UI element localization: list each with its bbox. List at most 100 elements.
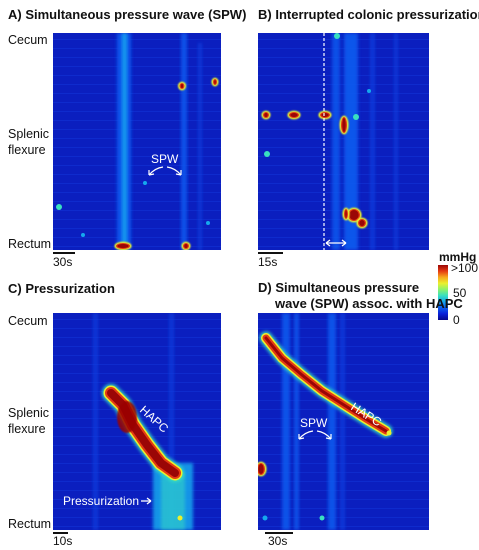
- panel-c-scale-bar: [53, 532, 68, 534]
- panel-b-spot: [353, 114, 359, 120]
- panel-a-background: [53, 33, 221, 250]
- panel-c-spot: [177, 515, 183, 521]
- panel-a-sensor-row: [53, 219, 221, 220]
- panel-a-sensor-row: [53, 192, 221, 193]
- panel-a-cecum-label: Cecum: [8, 33, 48, 47]
- panel-d-spot: [319, 515, 325, 521]
- panel-b-sensor-row: [258, 39, 429, 40]
- panel-b-spot: [367, 89, 371, 93]
- panel-a-sensor-row: [53, 183, 221, 184]
- panel-a-sensor-row: [53, 66, 221, 67]
- panel-d-spot: [262, 515, 268, 521]
- panel-a-spot: [81, 233, 85, 237]
- panel-a-sensor-row: [53, 201, 221, 202]
- panel-c-sensor-row: [53, 472, 221, 473]
- panel-d-spw-band-4: [340, 313, 345, 530]
- panel-a-heatmap: SPW: [53, 33, 221, 250]
- panel-a-spw-arrowhead-left: [148, 170, 155, 176]
- panel-d-spot: [386, 430, 392, 436]
- panel-b-sensor-row: [258, 48, 429, 49]
- panel-b-blob-peak: [359, 220, 365, 226]
- panel-b-spot: [334, 33, 340, 39]
- panel-c-splenic-label: Splenic: [8, 406, 49, 420]
- panel-c-pressurization-arrowhead: [146, 497, 152, 505]
- panel-d-spw-arrow-right: [316, 430, 332, 440]
- panel-b-sensor-row: [258, 138, 429, 139]
- panel-c-sensor-row: [53, 346, 221, 347]
- panel-b-sensor-row: [258, 183, 429, 184]
- panel-c-sensor-row: [53, 499, 221, 500]
- panel-c-sensor-row: [53, 526, 221, 527]
- panel-c-sensor-row: [53, 409, 221, 410]
- panel-c-sensor-row: [53, 400, 221, 401]
- colorbar: [438, 265, 448, 320]
- panel-b-sensor-row: [258, 102, 429, 103]
- panel-b-sensor-row: [258, 246, 429, 247]
- panel-c-sensor-row: [53, 463, 221, 464]
- panel-a-title: A) Simultaneous pressure wave (SPW): [8, 7, 247, 22]
- panel-a-blob-peak: [180, 84, 184, 88]
- panel-a-spot: [206, 221, 210, 225]
- panel-b-blob-peak: [349, 210, 359, 220]
- panel-b-blob-peak: [290, 113, 298, 117]
- panel-b-sensor-row: [258, 192, 429, 193]
- panel-a-spw-arrow-right: [166, 166, 182, 176]
- panel-d-title-line-1: D) Simultaneous pressure: [258, 280, 420, 295]
- panel-a-spw-band-core: [122, 33, 127, 250]
- panel-a-sensor-row: [53, 129, 221, 130]
- panel-a-sensor-row: [53, 102, 221, 103]
- panel-a-blob-peak: [214, 80, 216, 84]
- panel-b-blob-peak: [342, 118, 346, 132]
- panel-a-blob-peak: [184, 244, 188, 248]
- panel-d-scale-bar: [265, 532, 293, 534]
- panel-a-sensor-row: [53, 84, 221, 85]
- panel-c-sensor-row: [53, 373, 221, 374]
- panel-b-sensor-row: [258, 111, 429, 112]
- panel-c-hapc-peak: [117, 401, 137, 433]
- panel-d-spw-label: SPW: [300, 416, 328, 430]
- panel-c-band-1: [93, 313, 98, 530]
- panel-a-sensor-row: [53, 39, 221, 40]
- panel-b-sensor-row: [258, 147, 429, 148]
- panel-b-blob-peak: [264, 113, 268, 117]
- panel-b-sensor-row: [258, 237, 429, 238]
- panel-b-title: B) Interrupted colonic pressurizations: [258, 7, 479, 22]
- panel-c-sensor-row: [53, 490, 221, 491]
- panel-b-interval-arrowheads: [325, 239, 347, 247]
- panel-c-sensor-row: [53, 382, 221, 383]
- panel-a-rectum-label: Rectum: [8, 237, 52, 251]
- panel-a-sensor-row: [53, 120, 221, 121]
- colorbar-gradient: [438, 265, 448, 320]
- panel-a-sensor-row: [53, 57, 221, 58]
- panel-c-flexure-label: flexure: [8, 422, 46, 436]
- panel-d-blob-peak: [258, 464, 264, 474]
- panel-a-spot: [143, 181, 147, 185]
- panel-c-pressurization-core: [161, 473, 185, 530]
- panel-d-spw-band-2: [294, 313, 299, 530]
- panel-a-sensor-row: [53, 165, 221, 166]
- panel-b-band-1: [332, 33, 340, 250]
- panel-c-sensor-row: [53, 364, 221, 365]
- panel-a-spw-label: SPW: [151, 152, 179, 166]
- panel-b-blob-peak: [321, 113, 329, 117]
- panel-a-sensor-row: [53, 138, 221, 139]
- panel-b-sensor-row: [258, 165, 429, 166]
- panel-b-scale-label: 15s: [258, 255, 278, 269]
- panel-c-sensor-row: [53, 319, 221, 320]
- panel-b-sensor-row: [258, 57, 429, 58]
- panel-a-sensor-row: [53, 246, 221, 247]
- colorbar-tick-mid: 50: [453, 286, 467, 300]
- colorbar-unit-label: mmHg: [439, 250, 477, 264]
- panel-c-hapc-peak: [107, 389, 179, 477]
- panel-b-scale-bar: [258, 252, 283, 254]
- panel-a-sensor-row: [53, 156, 221, 157]
- panel-c-sensor-row: [53, 481, 221, 482]
- panel-a-sensor-row: [53, 111, 221, 112]
- panel-a-flexure-label: flexure: [8, 143, 46, 157]
- panel-b-sensor-row: [258, 219, 429, 220]
- panel-a-spw-arrowhead-right: [175, 170, 182, 176]
- panel-d-spw-arrowhead-right: [325, 434, 332, 440]
- panel-c-title: C) Pressurization: [8, 281, 115, 296]
